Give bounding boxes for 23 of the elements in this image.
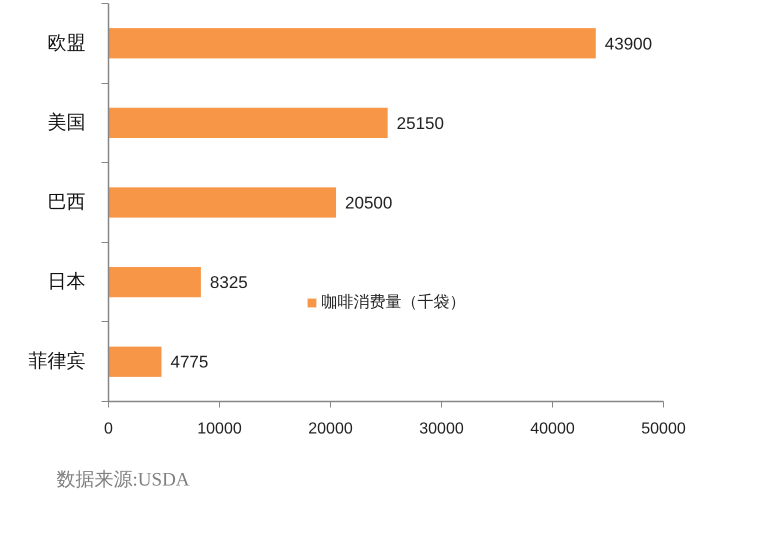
y-tick-label: 菲律宾 xyxy=(28,350,86,372)
x-tick-label: 20000 xyxy=(308,420,353,438)
x-tick-label: 0 xyxy=(104,420,114,438)
data-label: 4775 xyxy=(170,352,208,372)
legend-label: 咖啡消费量（千袋） xyxy=(322,292,466,313)
data-label: 20500 xyxy=(345,194,392,212)
y-tick-label: 巴西 xyxy=(48,192,86,213)
x-tick-label: 40000 xyxy=(530,420,575,438)
bar xyxy=(108,187,336,218)
bar xyxy=(108,108,388,138)
y-tick-label: 美国 xyxy=(48,111,86,134)
y-tick-label: 日本 xyxy=(48,272,86,293)
x-tick-label: 30000 xyxy=(419,420,464,438)
bar xyxy=(108,266,201,298)
x-tick-label: 50000 xyxy=(641,420,686,438)
data-label: 25150 xyxy=(396,114,444,133)
source-note: 数据来源:USDA xyxy=(56,470,190,490)
y-tick-label: 欧盟 xyxy=(48,32,86,54)
data-label: 8325 xyxy=(210,273,248,292)
data-label: 43900 xyxy=(604,34,652,54)
bar xyxy=(108,346,162,377)
bar xyxy=(108,28,596,58)
x-tick-label: 10000 xyxy=(197,420,242,438)
